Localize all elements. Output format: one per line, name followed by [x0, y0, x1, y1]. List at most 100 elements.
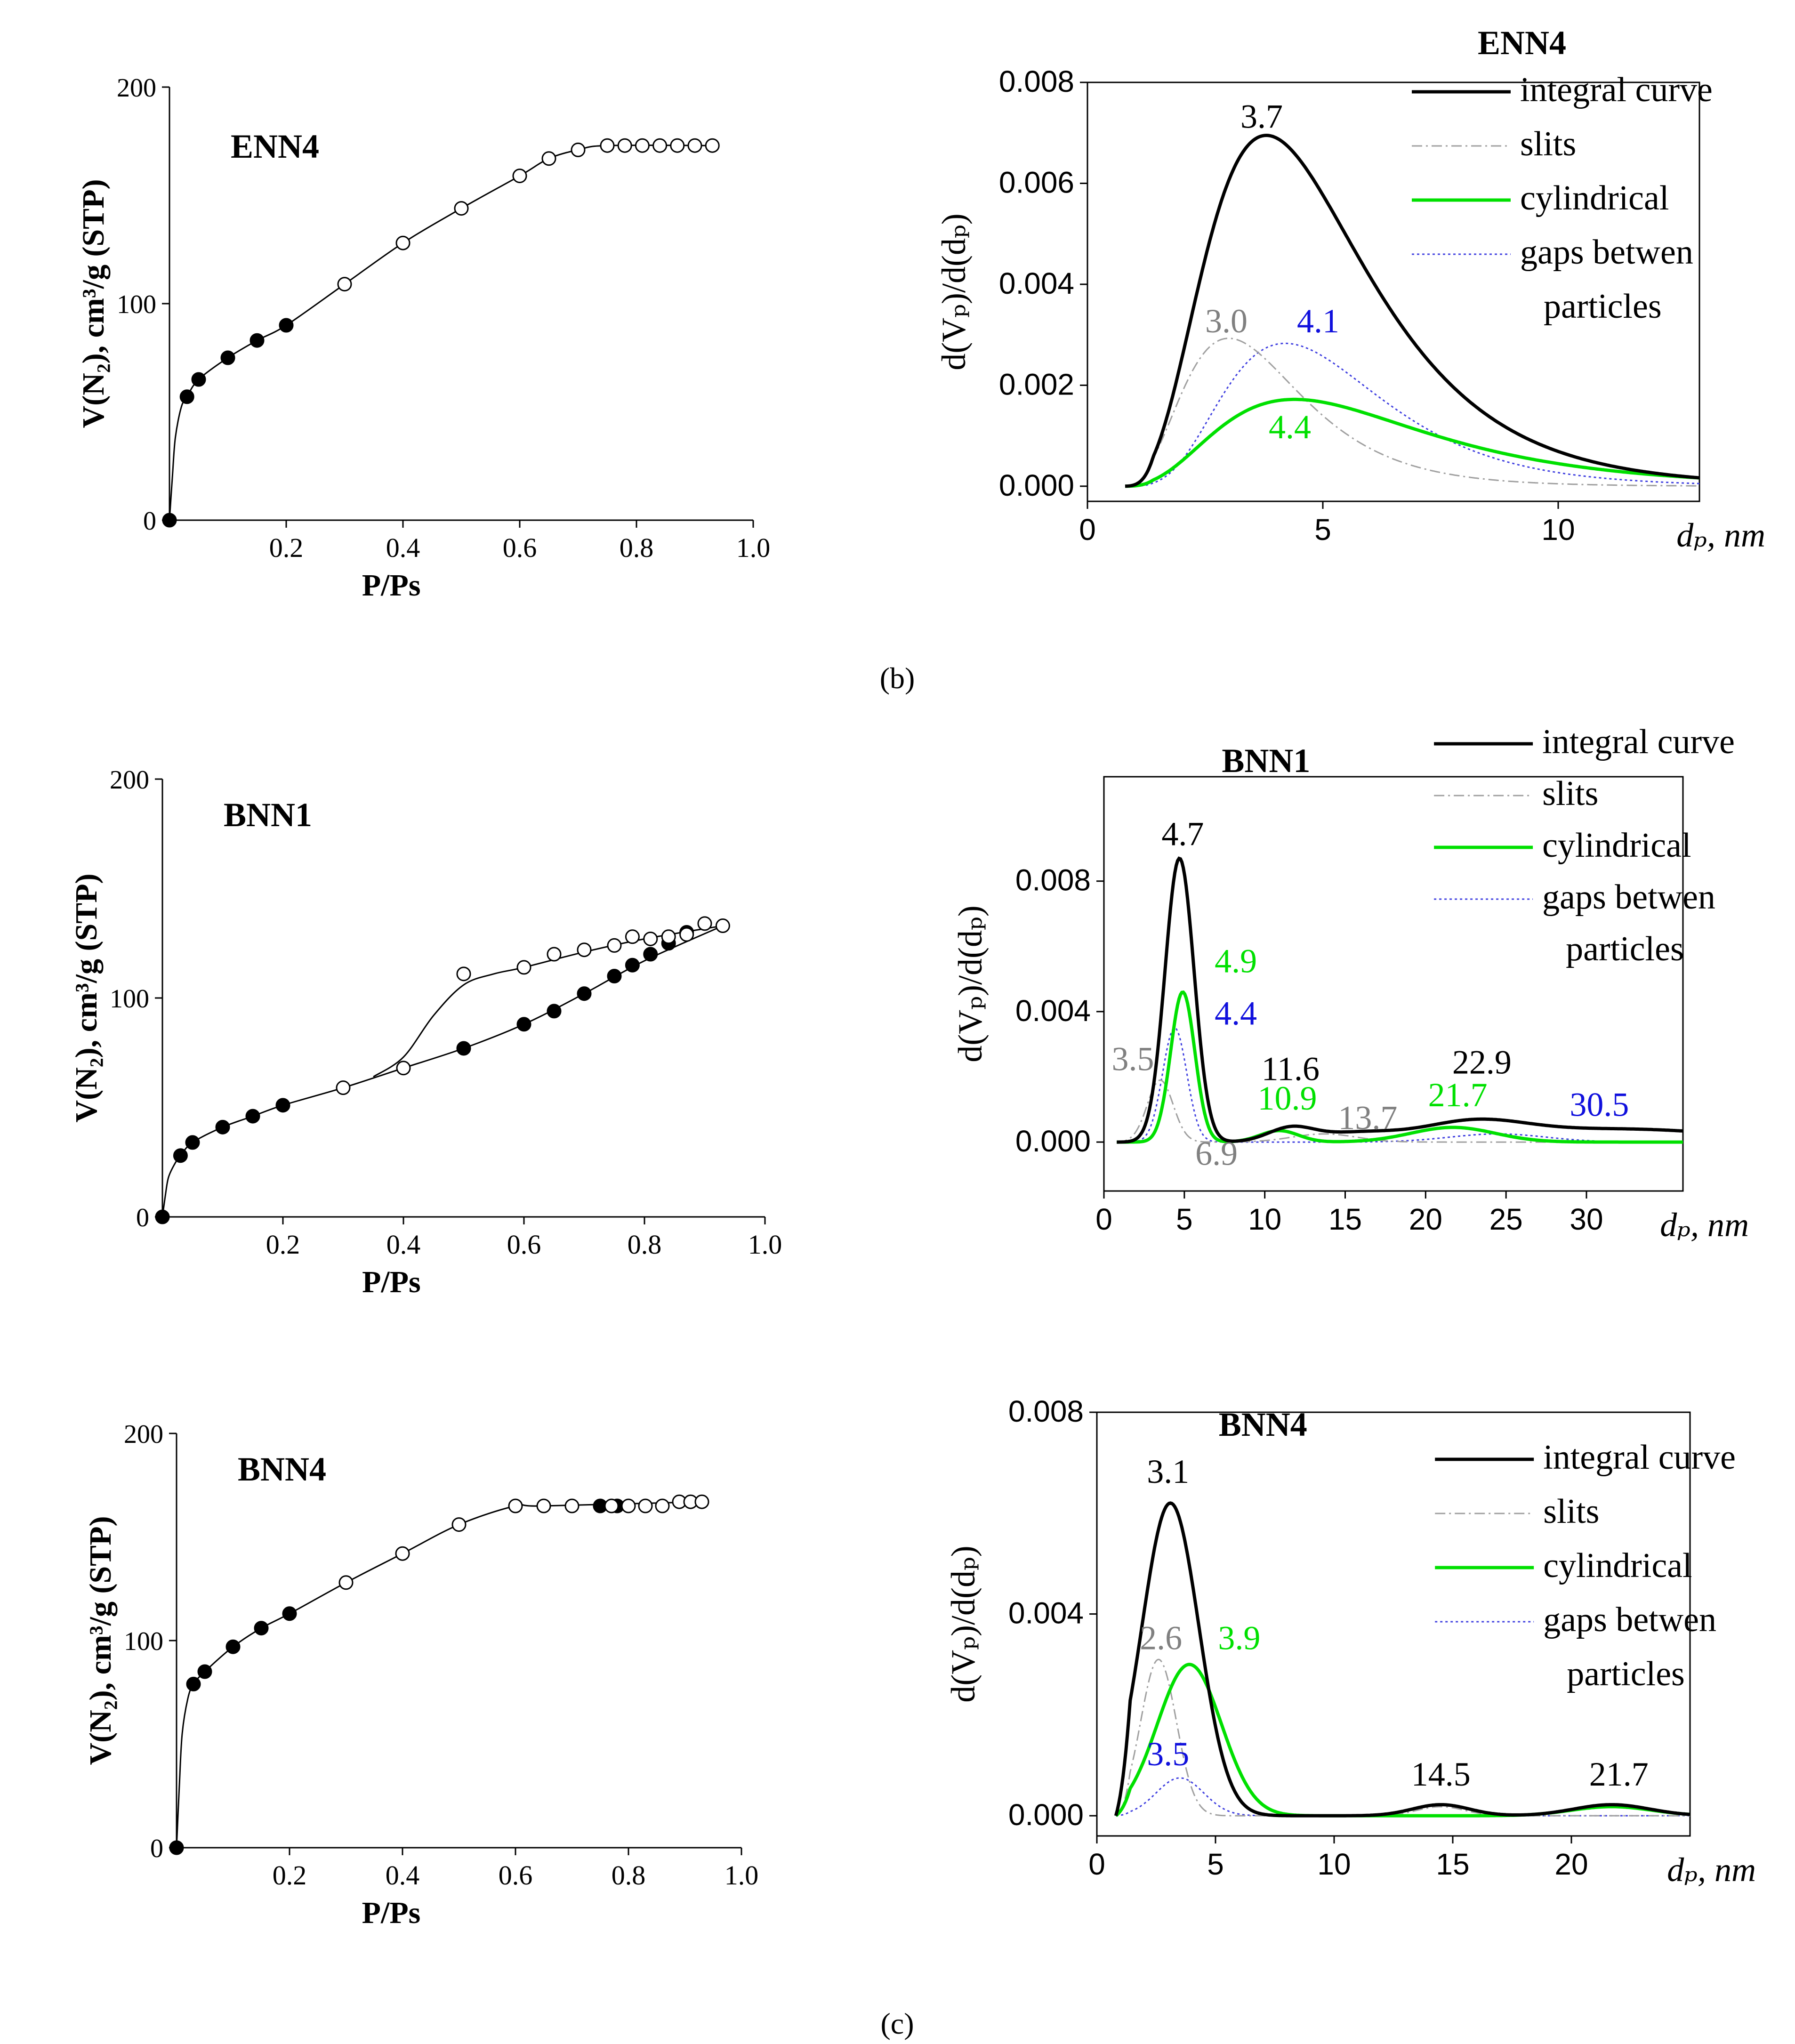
- x-tick-label: 20: [1554, 1847, 1588, 1881]
- series-integral-curve: [1125, 134, 1699, 488]
- x-tick-label: 0.2: [269, 532, 304, 563]
- isotherm-curve: [169, 145, 713, 521]
- desorption-point: [571, 142, 586, 157]
- peak-annotation: 2.6: [1140, 1619, 1182, 1657]
- legend-label: gaps betwen: [1542, 878, 1715, 917]
- x-tick-label: 5: [1176, 1202, 1193, 1236]
- desorption-point: [577, 942, 592, 958]
- plot-frame: [1096, 1411, 1691, 1837]
- y-tick-label: 100: [110, 984, 149, 1014]
- desorption-point: [652, 138, 668, 153]
- x-tick-label: 15: [1328, 1202, 1362, 1236]
- x-tick-label: 0: [1079, 513, 1096, 547]
- chart-psd_bnn1: 0 5 10 15 20 25 30 0.000 0.004 0.008 dₚ, nm d(Vₚ)/d…: [951, 723, 1749, 1244]
- legend-label: cylindrical: [1543, 1546, 1692, 1585]
- series-integral-curve: [1117, 856, 1683, 1144]
- x-tick-label: 20: [1409, 1202, 1442, 1236]
- y-tick-label: 0.004: [1008, 1596, 1084, 1630]
- x-tick-label: 0.8: [620, 532, 654, 563]
- y-tick-label: 200: [117, 73, 156, 103]
- desorption-point: [451, 1517, 467, 1532]
- x-tick-label: 10: [1541, 513, 1575, 547]
- x-tick-label: 0.8: [628, 1229, 662, 1260]
- adsorption-point: [250, 333, 265, 348]
- legend-label: slits: [1520, 125, 1576, 163]
- peak-annotation: 4.1: [1297, 302, 1339, 340]
- y-axis-label: V(N₂), cm³/g (STP): [83, 1516, 118, 1765]
- y-tick-label: 0.000: [1015, 1124, 1091, 1158]
- peak-annotation: 3.0: [1205, 302, 1248, 340]
- x-axis-label: P/Ps: [362, 1896, 421, 1930]
- chart-iso_bnn1: 0.2 0.4 0.6 0.8 1.0 0 100 200 P/Ps V(N₂), cm³/g (…: [69, 765, 782, 1299]
- legend-label: slits: [1542, 774, 1598, 813]
- isotherm-curve: [161, 925, 724, 1217]
- desorption-point: [516, 960, 531, 975]
- x-axis-label: dₚ, nm: [1660, 1206, 1749, 1244]
- desorption-point: [670, 138, 685, 153]
- adsorption-point: [275, 1098, 290, 1113]
- adsorption-point: [191, 372, 206, 387]
- y-tick-label: 0.008: [1008, 1394, 1084, 1428]
- peak-annotation: 11.6: [1262, 1050, 1320, 1087]
- peak-annotation: 3.5: [1147, 1735, 1189, 1773]
- chart-iso_enn4: 0.2 0.4 0.6 0.8 1.0 0 100 200 P/Ps V(N₂), cm³/g (…: [76, 73, 770, 603]
- x-tick-label: 0.4: [386, 532, 420, 563]
- peak-annotation: 21.7: [1428, 1076, 1488, 1114]
- y-axis-label: d(Vₚ)/d(dₚ): [944, 1545, 982, 1703]
- x-tick-label: 0.8: [612, 1860, 646, 1891]
- legend-label: integral curve: [1520, 71, 1713, 109]
- x-tick-label: 10: [1317, 1847, 1351, 1881]
- y-tick-label: 0.002: [999, 367, 1074, 401]
- legend-label: integral curve: [1542, 723, 1735, 761]
- peak-annotation: 13.7: [1338, 1099, 1397, 1136]
- x-tick-label: 1.0: [724, 1860, 759, 1891]
- adsorption-point: [625, 958, 640, 973]
- x-tick-label: 0: [1095, 1202, 1112, 1236]
- adsorption-point: [254, 1621, 269, 1636]
- chart-title: ENN4: [1478, 24, 1566, 62]
- adsorption-point: [577, 986, 592, 1001]
- peak-annotation: 22.9: [1452, 1044, 1512, 1081]
- x-tick-label: 15: [1436, 1847, 1469, 1881]
- adsorption-point: [155, 1209, 170, 1224]
- adsorption-point: [456, 1041, 471, 1056]
- series-cylindrical: [1117, 990, 1683, 1144]
- y-tick-label: 0.006: [999, 165, 1074, 199]
- desorption-point: [635, 138, 650, 153]
- series-integral-curve: [1114, 1501, 1690, 1818]
- x-tick-label: 0.2: [266, 1229, 300, 1260]
- x-tick-label: 5: [1207, 1847, 1224, 1881]
- y-tick-label: 0.000: [999, 468, 1074, 502]
- desorption-point: [607, 938, 622, 953]
- desorption-point: [536, 1498, 551, 1513]
- adsorption-point: [220, 350, 235, 365]
- adsorption-point: [547, 1004, 562, 1019]
- chart-psd_bnn4: 0 5 10 15 20 0.000 0.004 0.008 dₚ, nm d(Vₚ)/d(dₚ)…: [944, 1394, 1756, 1889]
- series-slits: [1115, 1658, 1690, 1817]
- peak-annotation: 3.5: [1112, 1040, 1154, 1078]
- adsorption-point: [279, 318, 294, 333]
- peak-annotation: 4.9: [1215, 942, 1257, 980]
- desorption-point: [604, 1498, 619, 1513]
- panel-label-c: (c): [880, 2007, 914, 2040]
- desorption-point: [715, 918, 730, 933]
- legend-label: gaps betwen: [1520, 233, 1693, 272]
- x-tick-label: 0.6: [507, 1229, 541, 1260]
- y-tick-label: 0: [150, 1834, 163, 1863]
- legend-label: integral curve: [1543, 1438, 1736, 1477]
- adsorption-point: [607, 969, 622, 983]
- desorption-point: [643, 931, 658, 946]
- legend-label: particles: [1567, 1655, 1685, 1693]
- x-tick-label: 0.4: [386, 1860, 420, 1891]
- desorption-point: [600, 138, 615, 153]
- legend-label: cylindrical: [1520, 179, 1669, 217]
- y-axis-label: d(Vₚ)/d(dₚ): [935, 213, 973, 370]
- y-tick-label: 100: [117, 290, 156, 319]
- desorption-point: [625, 929, 640, 944]
- x-tick-label: 0.6: [499, 1860, 533, 1891]
- peak-annotation: 3.7: [1240, 98, 1283, 136]
- peak-annotation: 14.5: [1411, 1755, 1471, 1793]
- isotherm-curve: [176, 1501, 702, 1848]
